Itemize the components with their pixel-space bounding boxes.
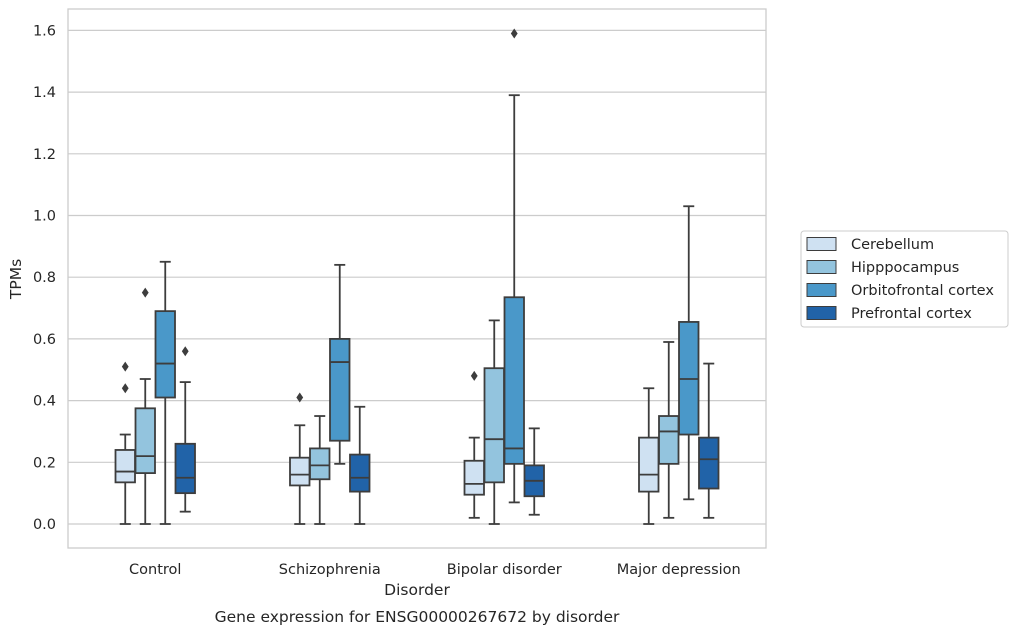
outlier-point	[470, 370, 478, 381]
box-cerebellum	[114, 361, 136, 525]
plot-frame	[67, 8, 767, 549]
box-hipppocampus	[309, 415, 331, 525]
legend-label: Orbitofrontal cortex	[851, 283, 994, 299]
outlier-point	[181, 346, 189, 357]
y-tick-label: 1.0	[33, 209, 56, 225]
legend-swatch	[806, 237, 837, 251]
x-axis-label: Disorder	[384, 581, 450, 599]
legend: Cerebellum Hipppocampus Orbitofrontal cort…	[800, 230, 1009, 328]
y-tick-label: 0.6	[33, 332, 56, 348]
y-tick-label: 1.2	[33, 147, 56, 163]
box-hipppocampus	[134, 287, 156, 525]
box-iqr	[483, 367, 505, 484]
legend-label: Cerebellum	[851, 237, 934, 253]
x-tick-labels: Control Schizophrenia Bipolar disorder Majo…	[129, 562, 741, 578]
box-hipppocampus	[658, 341, 680, 519]
plot-frame-group	[67, 8, 767, 549]
box-iqr	[658, 415, 680, 465]
box-iqr	[154, 310, 176, 399]
box-iqr	[174, 442, 196, 495]
outlier-point	[121, 383, 129, 394]
box-prefrontal-cortex	[523, 427, 545, 516]
box-cerebellum	[638, 387, 660, 525]
legend-label: Prefrontal cortex	[851, 306, 972, 322]
outlier-point	[296, 392, 304, 403]
box-orbitofrontal-cortex	[503, 28, 525, 504]
y-tick-labels: 0.0 0.2 0.4 0.6 0.8 1.0 1.2 1.4 1.6	[33, 23, 56, 533]
chart-caption: Gene expression for ENSG00000267672 by d…	[215, 608, 620, 626]
outlier-point	[121, 361, 129, 372]
box-orbitofrontal-cortex	[329, 263, 351, 465]
box-prefrontal-cortex	[698, 362, 720, 519]
box-iqr	[349, 453, 371, 493]
box-prefrontal-cortex	[349, 405, 371, 525]
box-orbitofrontal-cortex	[678, 205, 700, 501]
box-iqr	[134, 407, 156, 474]
y-tick-label: 0.2	[33, 455, 56, 471]
y-tick-label: 1.6	[33, 23, 56, 39]
y-tick-label: 0.8	[33, 270, 56, 286]
outlier-point	[141, 287, 149, 298]
box-iqr	[698, 436, 720, 490]
box-iqr	[289, 456, 311, 487]
y-tick-label: 0.4	[33, 394, 56, 410]
legend-frame	[800, 230, 1009, 328]
y-tick-label: 0.0	[33, 517, 56, 533]
legend-swatch	[806, 260, 837, 274]
x-tick-label: Bipolar disorder	[447, 562, 562, 578]
y-axis-label: TPMs	[7, 259, 25, 300]
box-iqr	[503, 296, 525, 465]
x-tick-label: Schizophrenia	[279, 562, 381, 578]
outlier-point	[510, 28, 518, 39]
y-tick-label: 1.4	[33, 85, 56, 101]
box-iqr	[463, 459, 485, 496]
box-prefrontal-cortex	[174, 346, 196, 513]
x-tick-label: Control	[129, 562, 181, 578]
box-iqr	[329, 337, 351, 442]
box-iqr	[638, 436, 660, 493]
box-orbitofrontal-cortex	[154, 260, 176, 525]
box-iqr	[114, 449, 136, 484]
box-groups	[114, 28, 720, 525]
legend-swatch	[806, 283, 837, 297]
x-tick-label: Major depression	[617, 562, 741, 578]
legend-swatch	[806, 306, 837, 320]
grid-lines	[68, 29, 766, 525]
legend-label: Hipppocampus	[851, 260, 959, 276]
box-iqr	[309, 447, 331, 481]
